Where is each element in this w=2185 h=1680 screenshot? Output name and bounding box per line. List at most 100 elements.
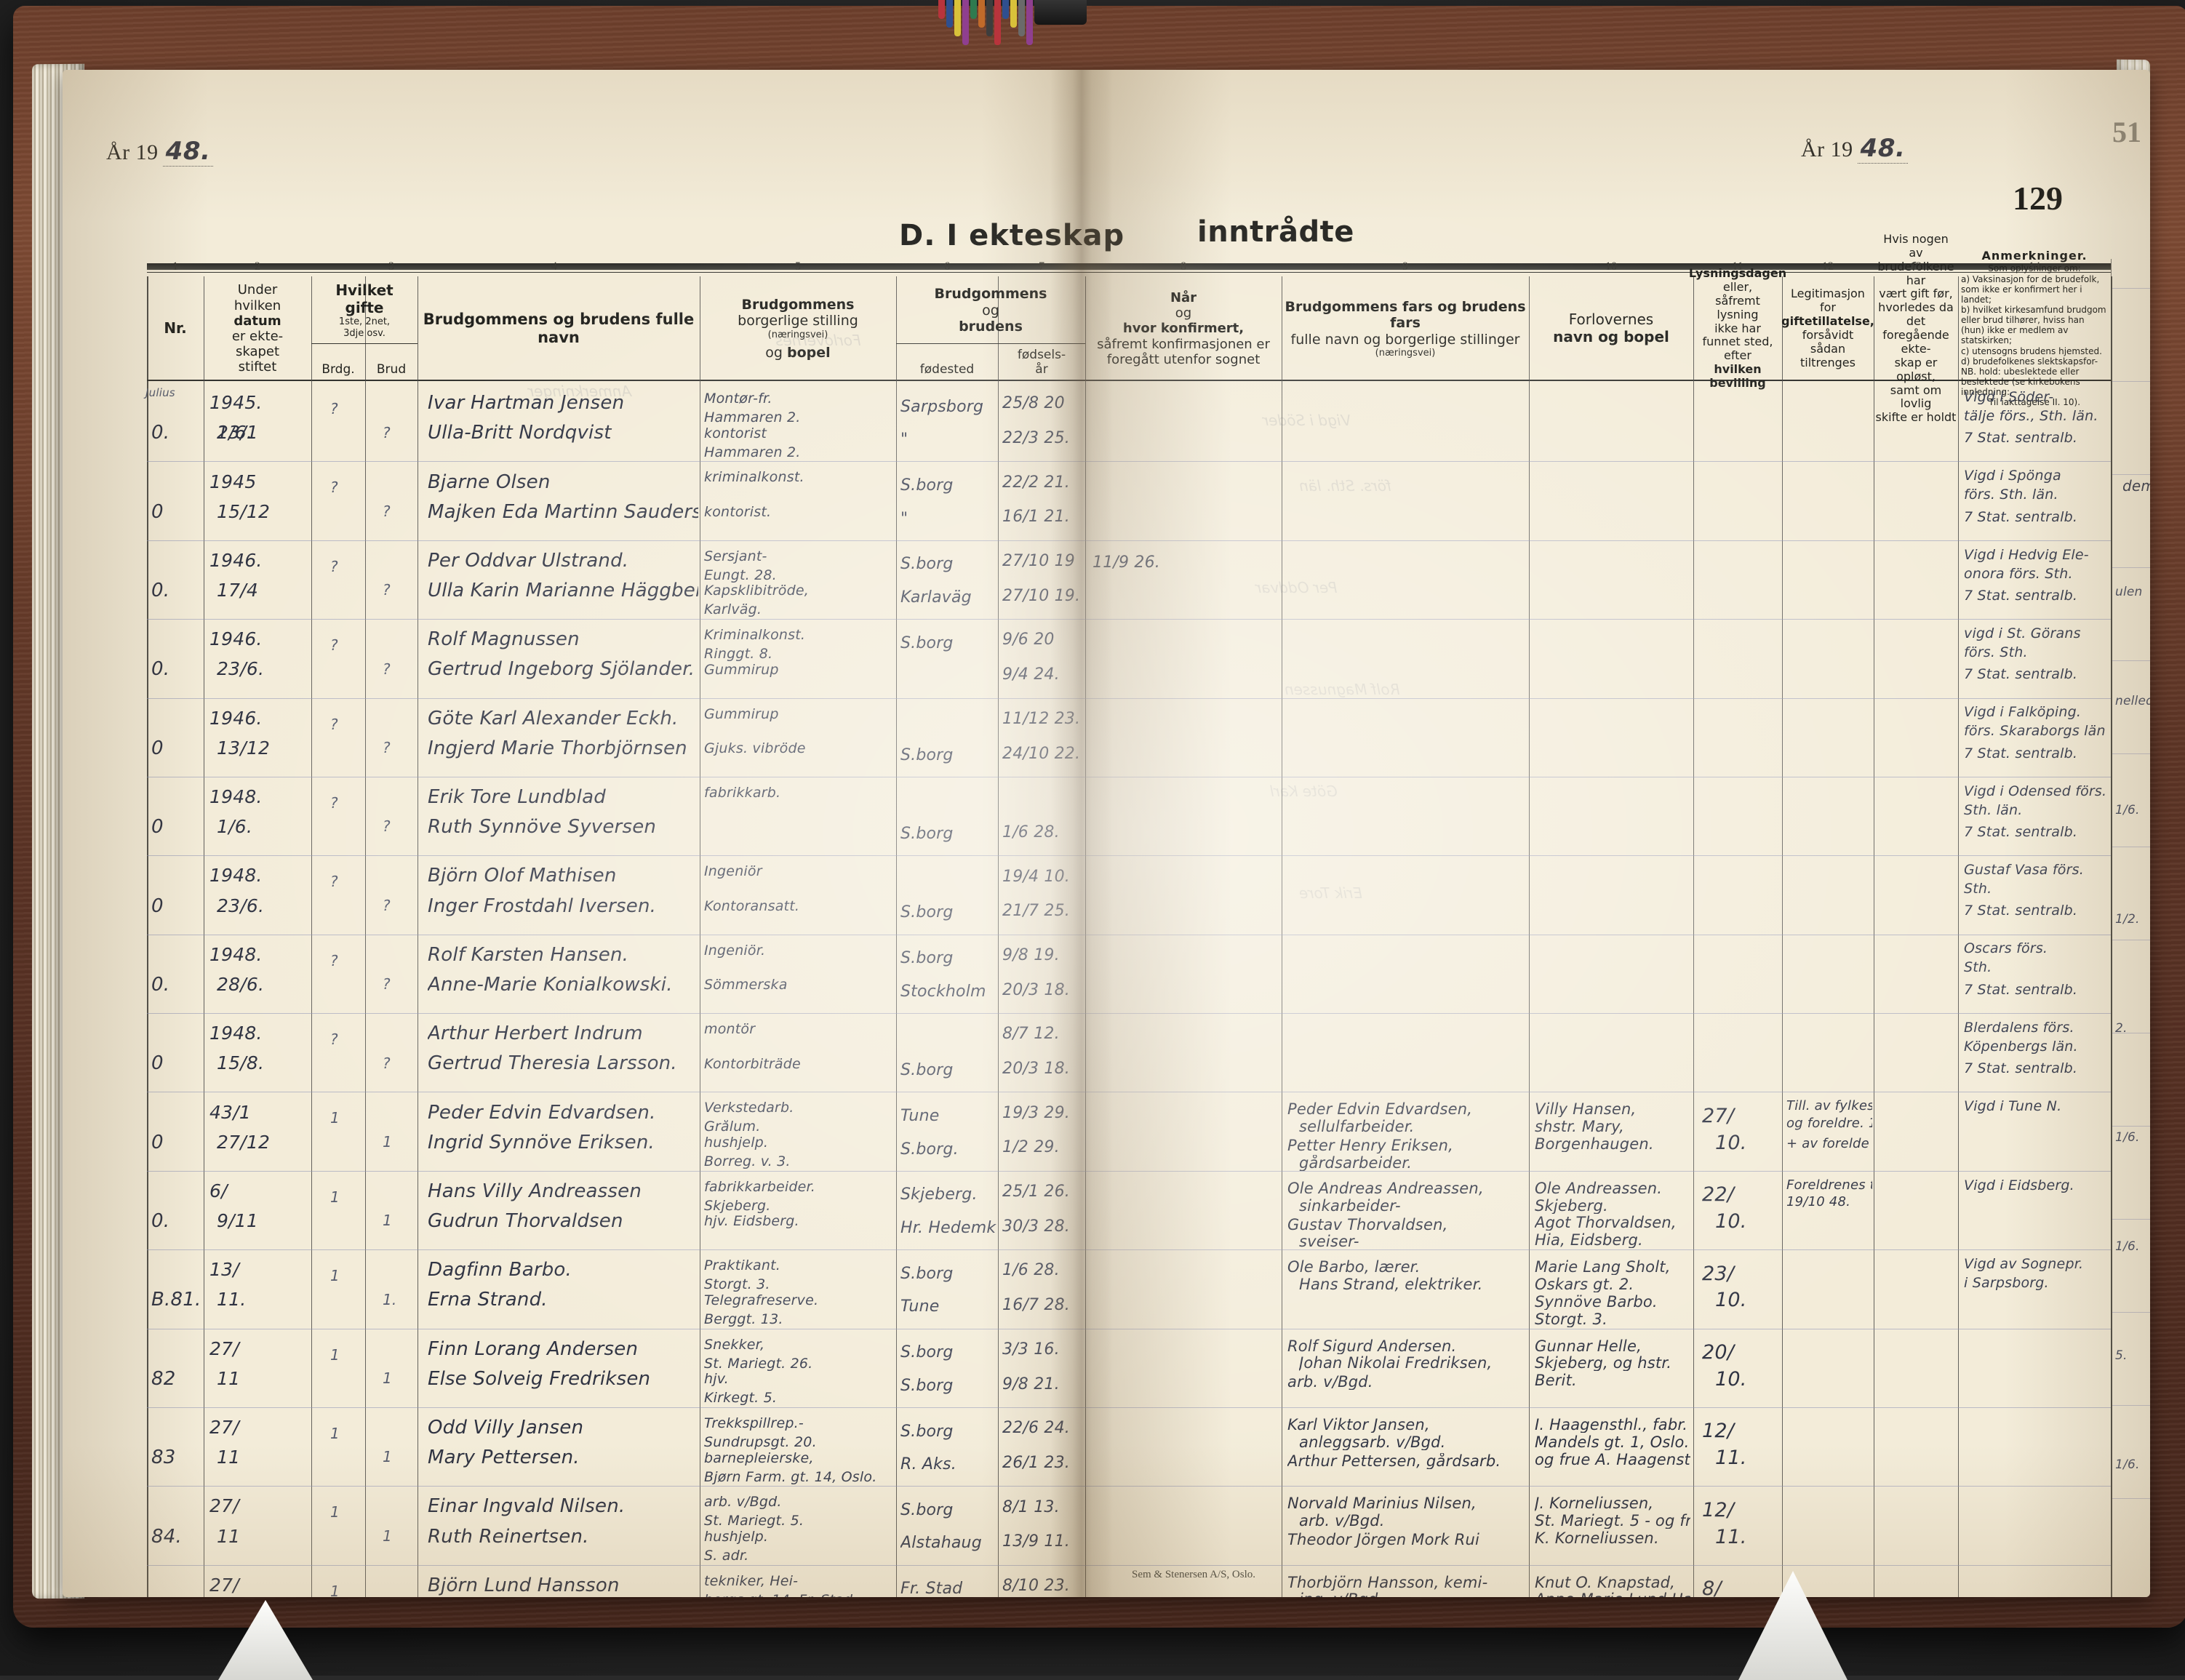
cell-father-1: Thorbjörn Hansson, kemi- — [1287, 1574, 1488, 1591]
cell-birthyear-groom: 9/8 19. — [1002, 946, 1060, 964]
cell-birthplace-bride: R. Aks. — [900, 1456, 956, 1473]
tassel-thread — [954, 0, 961, 36]
cell-occ-groom-1: Praktikant. — [704, 1259, 781, 1274]
table-row[interactable]: 0. 1946. 17/4?? Per Oddvar Ulstrand. Ulla Ka… — [147, 540, 2111, 619]
cell-birthplace-bride: S.borg — [900, 746, 954, 764]
table-row[interactable]: 0 1946. 13/12?? Göte Karl Alexander Eckh. In… — [147, 698, 2111, 777]
cell-nr: 0 — [151, 1052, 164, 1075]
cell-occ-groom-2: St. Mariegt. 5. — [704, 1514, 804, 1529]
cell-gifte-bride: ? — [383, 817, 391, 836]
cell-date-top: 1948. — [209, 865, 263, 887]
cell-remark-3: 7 Stat. sentralb. — [1964, 746, 2078, 761]
cell-nr: 0. — [151, 1210, 170, 1233]
margin-note: 1/6. — [2115, 1239, 2140, 1254]
cell-nr-note: Julius — [145, 385, 175, 399]
table-column-rule — [998, 276, 999, 1597]
cell-remark-1: Vigd i Hedvig Ele- — [1964, 548, 2089, 563]
margin-note: nelled — [2115, 694, 2150, 708]
table-row-rule — [147, 1407, 2111, 1408]
tassel-thread — [994, 0, 1001, 45]
cell-birthplace-bride: Hr. Hedemk. — [900, 1219, 996, 1237]
cell-groom-name: Göte Karl Alexander Eckh. — [428, 708, 679, 729]
table-row[interactable]: 83 27/11 1 1 Odd Villy Jansen Mary Pettersen.… — [147, 1407, 2111, 1486]
cell-legit-2: 19/10 48. — [1786, 1196, 1851, 1210]
cell-birthplace-groom: S.borg — [900, 1423, 954, 1440]
cell-occ-groom-2: Ringgt. 8. — [704, 647, 773, 663]
table-row[interactable]: 0 1948. 23/6.?? Björn Olof Mathisen Inger Fr… — [147, 855, 2111, 934]
cell-gifte-groom: 1 — [330, 1109, 340, 1127]
cell-birthplace-groom: Sarpsborg — [900, 398, 984, 415]
cell-occ-bride-1: barnepleierske, — [704, 1451, 814, 1466]
cell-groom-name: Hans Villy Andreassen — [428, 1181, 642, 1202]
cell-date-bottom: 11 — [217, 1525, 241, 1547]
cell-father-2: ing. v/Bgd. — [1299, 1591, 1527, 1597]
cell-birthyear-bride: 16/7 28. — [1002, 1297, 1070, 1314]
column-number: 11 — [1732, 260, 1743, 273]
table-column-rule — [1085, 276, 1086, 1597]
margin-rule — [2112, 1498, 2150, 1499]
tassel-thread — [970, 0, 977, 19]
cell-remark-2: Sth. — [1964, 882, 1992, 897]
page-number: 129 — [2013, 180, 2063, 217]
table-row-rule — [147, 619, 2111, 620]
cell-remark-2: förs. Sth. — [1964, 645, 2028, 660]
table-row[interactable]: 84. 27/11 1 1 Einar Ingvald Nilsen. Ruth Rein… — [147, 1486, 2111, 1564]
cell-occ-bride-1: kontorist. — [704, 505, 772, 520]
table-row[interactable]: 0 1948. 1/6.?? Erik Tore Lundblad Ruth Synnö… — [147, 777, 2111, 855]
cell-occ-groom-1: Verkstedarb. — [704, 1101, 794, 1116]
table-row[interactable]: 0. Julius 1945. 23/1 1/6.?? Ivar Hartman Jens… — [145, 383, 2111, 461]
cell-date-top: 27/ — [209, 1495, 239, 1517]
margin-rule — [2112, 474, 2150, 475]
cell-birthyear-bride: 20/3 18. — [1002, 1060, 1070, 1078]
table-row[interactable]: 0 1945 15/12?? Bjarne Olsen Majken Eda Marti… — [147, 461, 2111, 540]
cell-witness-1: Villy Hansen, — [1535, 1101, 1637, 1118]
cell-date-bottom2: 1/6. — [217, 422, 252, 444]
header-gifte-groom: Brdg. — [321, 361, 355, 377]
cell-gifte-bride: ? — [383, 502, 391, 520]
table-row-rule — [147, 540, 2111, 541]
cell-remark-1: Vigd i Odensed förs. — [1964, 784, 2107, 799]
margin-note: 1/2. — [2115, 912, 2140, 927]
margin-note: 5. — [2115, 1348, 2128, 1363]
cell-birthyear-groom: 1/6 28. — [1002, 1262, 1060, 1279]
cell-date-top: 1948. — [209, 786, 263, 808]
cell-occ-bride-1: Kontorbiträde — [704, 1057, 801, 1072]
cell-birthyear-groom: 25/8 20 — [1002, 395, 1065, 412]
cell-nr: 0 — [151, 1131, 164, 1153]
cell-occ-groom-1: Trekkspillrep.- — [704, 1416, 804, 1431]
column-number: 2 — [255, 260, 260, 273]
cell-remark-1: Vigd i Söder- — [1964, 390, 2054, 405]
table-row[interactable]: 0 43/1 27/12 1 1 Peder Edvin Edvardsen. Ingrid… — [147, 1092, 2111, 1171]
cell-remark-1: vigd i St. Görans — [1964, 626, 2081, 641]
header-date: Under hvilken datum er ekte-skapet stiftet — [231, 282, 284, 375]
cell-birthyear-bride: 20/3 18. — [1002, 981, 1070, 999]
cell-occ-bride-1: Gummirup — [704, 663, 779, 678]
cell-witness-1: Ole Andreassen. — [1535, 1180, 1663, 1196]
table-row[interactable]: 82 27/11 1 1 Finn Lorang Andersen Else Solvei… — [147, 1329, 2111, 1407]
cell-father-2: arb. v/Bgd. — [1299, 1513, 1385, 1529]
year-label-left: År 19 48. — [106, 137, 214, 167]
cell-groom-name: Björn Olof Mathisen — [428, 866, 617, 887]
cell-birthyear-bride: 26/1 23. — [1002, 1454, 1070, 1471]
table-row-rule — [147, 1249, 2111, 1251]
table-row[interactable]: B.81. 13/11. 1 1. Dagfinn Barbo. Erna Strand.… — [147, 1249, 2111, 1328]
table-row[interactable]: 0. 1948. 28/6.?? Rolf Karsten Hansen. Anne-M… — [147, 935, 2111, 1013]
cell-groom-name: Peder Edvin Edvardsen. — [428, 1103, 656, 1123]
cell-date-bottom: 1/6. — [217, 816, 252, 838]
cell-occ-bride-1: hjv. Eidsberg. — [704, 1215, 799, 1230]
table-row[interactable]: 0. 6/9/11 1 1 Hans Villy Andreassen Gudrun Th… — [147, 1171, 2111, 1250]
margin-note: 1/6. — [2115, 1130, 2140, 1145]
cell-witness-3: K. Korneliussen. — [1535, 1529, 1659, 1546]
cell-date-bottom: 11. — [217, 1289, 247, 1311]
table-row[interactable]: 85.27/1111Björn Lund HanssonGerd Olaug A… — [147, 1565, 2111, 1597]
cell-witness-2: Skjeberg, og hstr. — [1535, 1355, 1672, 1372]
cell-bride-name: Inger Frostdahl Iversen. — [428, 896, 657, 916]
cell-gifte-groom: 1 — [330, 1267, 340, 1285]
cell-banns-month: 10. — [1715, 1210, 1747, 1233]
cell-occ-groom-1: Ingeniör — [704, 865, 762, 880]
table-row[interactable]: 0 1948. 15/8.?? Arthur Herbert Indrum Gertru… — [147, 1013, 2111, 1092]
table-row[interactable]: 0. 1946. 23/6.?? Rolf Magnussen Gertrud Inge… — [147, 619, 2111, 697]
header-subrule-birth — [896, 343, 1085, 344]
cell-remark-3: 7 Stat. sentralb. — [1964, 588, 2078, 604]
cell-father-1: Norvald Marinius Nilsen, — [1287, 1495, 1477, 1512]
